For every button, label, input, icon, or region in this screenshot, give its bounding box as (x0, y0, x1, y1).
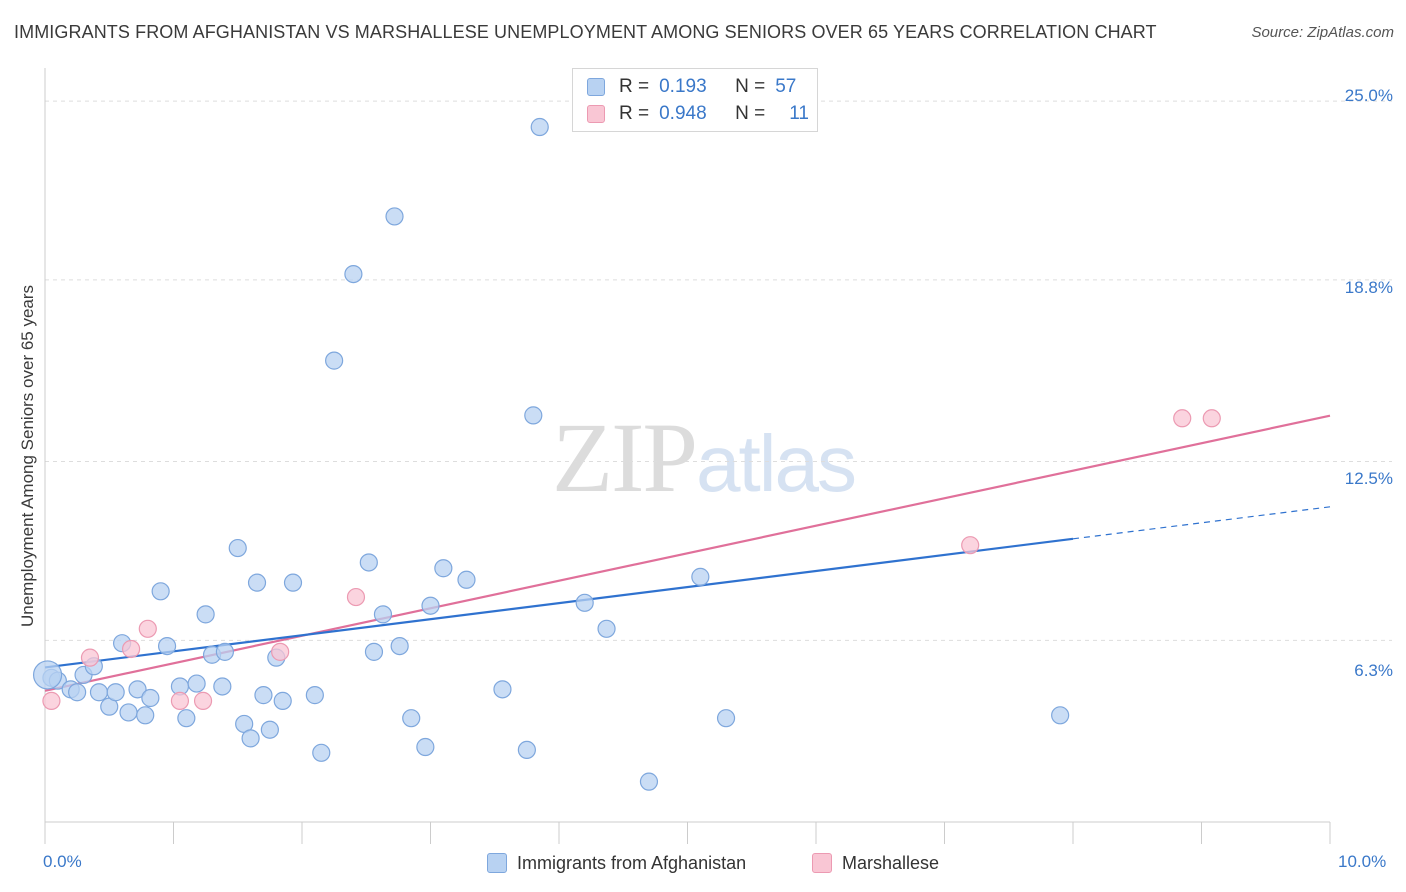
legend-row-marshallese: R = 0.948 N = 11 (587, 103, 809, 125)
legend-r-value: 0.948 (659, 103, 707, 124)
legend-label: Immigrants from Afghanistan (517, 852, 747, 873)
legend-n-label: N = (735, 103, 766, 124)
marshallese-point (346, 587, 366, 607)
afghanistan-point (141, 688, 160, 708)
marshallese-point (121, 639, 141, 659)
afghanistan-point (524, 406, 543, 425)
watermark-atlas: atlas (696, 419, 857, 508)
afghanistan-point (373, 605, 393, 624)
afghanistan-point (177, 709, 196, 728)
afghanistan-point (260, 720, 279, 739)
afghanistan-point (1051, 706, 1070, 725)
afghanistan-point (151, 582, 170, 601)
afghanistan-point (312, 743, 331, 762)
afghanistan-point (325, 351, 344, 370)
blue-swatch-icon (587, 78, 605, 96)
marshallese-point (80, 648, 100, 667)
y-tick-label: 6.3% (1354, 661, 1393, 680)
legend-r-value: 0.193 (659, 76, 707, 97)
afghanistan-point (344, 264, 363, 284)
marshallese-point (42, 691, 61, 710)
afghanistan-point (305, 686, 324, 705)
legend-item-marshallese: Marshallese (812, 852, 939, 874)
afghanistan-trend-extension (1072, 506, 1331, 540)
afghanistan-point (457, 570, 476, 589)
legend-r-label: R = (619, 76, 650, 97)
pink-swatch-icon (812, 853, 832, 873)
y-tick-label: 25.0% (1344, 86, 1393, 105)
afghanistan-point (691, 567, 710, 586)
afghanistan-point (32, 660, 63, 690)
afghanistan-point (421, 596, 440, 615)
afghanistan-point (119, 703, 138, 722)
marshallese-point (1173, 409, 1192, 428)
afghanistan-point (434, 559, 453, 578)
afghanistan-point (215, 642, 234, 661)
watermark-zip: ZIP (552, 402, 698, 513)
afghanistan-point (390, 636, 409, 656)
afghanistan-point (402, 709, 421, 728)
legend-n-value: 57 (775, 76, 797, 97)
afghanistan-point (247, 573, 267, 592)
watermark: ZIPatlas (552, 400, 857, 515)
afghanistan-point (716, 709, 736, 728)
x-tick-label-max: 10.0% (1338, 852, 1387, 871)
afghanistan-point (530, 117, 549, 137)
chart-title: IMMIGRANTS FROM AFGHANISTAN VS MARSHALLE… (14, 22, 1157, 42)
afghanistan-point (89, 683, 109, 702)
afghanistan-point (364, 642, 384, 661)
afghanistan-point (213, 677, 232, 696)
marshallese-point (193, 691, 213, 710)
afghanistan-point (575, 593, 594, 612)
afghanistan-point (128, 680, 147, 699)
marshallese-point (170, 691, 190, 710)
trend-lines (44, 414, 1331, 692)
afghanistan-point (283, 573, 303, 592)
afghanistan-point (241, 729, 260, 748)
pink-swatch-icon (587, 105, 605, 123)
y-tick-label: 12.5% (1344, 469, 1393, 488)
afghanistan-point (254, 686, 273, 705)
legend-n-value: 11 (789, 103, 809, 124)
legend-row-afghanistan: R = 0.193 N = 57 (587, 76, 796, 98)
afghanistan-point (493, 680, 512, 699)
x-tick-label-min: 0.0% (43, 852, 82, 871)
marshallese-point (961, 536, 980, 555)
afghanistan-point (273, 691, 292, 710)
afghanistan-point (597, 619, 616, 638)
afghanistan-point (196, 605, 215, 624)
afghanistan-trend-line (44, 537, 1074, 669)
afghanistan-point (136, 706, 155, 725)
afghanistan-point (157, 636, 177, 656)
afghanistan-point (228, 538, 247, 558)
afghanistan-point (416, 737, 435, 757)
y-tick-label: 18.8% (1344, 278, 1393, 297)
legend-n-label: N = (735, 76, 766, 97)
afghanistan-point (187, 674, 206, 693)
marshallese-point (138, 619, 157, 638)
afghanistan-point (106, 683, 125, 702)
source-label: Source: ZipAtlas.com (1251, 24, 1394, 41)
afghanistan-point (385, 207, 404, 226)
marshallese-point (271, 642, 290, 661)
data-points (32, 117, 1221, 791)
correlation-legend: R = 0.193 N = 57 R = 0.948 N = 11 (572, 68, 818, 132)
marshallese-point (1202, 409, 1221, 428)
y-axis-label: Unemployment Among Seniors over 65 years (18, 284, 37, 628)
legend-label: Marshallese (842, 852, 940, 873)
marshallese-trend-line (44, 414, 1331, 692)
blue-swatch-icon (487, 853, 507, 873)
gridlines (45, 100, 1392, 641)
afghanistan-point (639, 772, 659, 791)
afghanistan-point (517, 740, 536, 760)
legend-r-label: R = (619, 103, 650, 124)
afghanistan-point (359, 553, 378, 572)
afghanistan-point (68, 683, 87, 702)
legend-item-afghanistan: Immigrants from Afghanistan (487, 852, 746, 874)
